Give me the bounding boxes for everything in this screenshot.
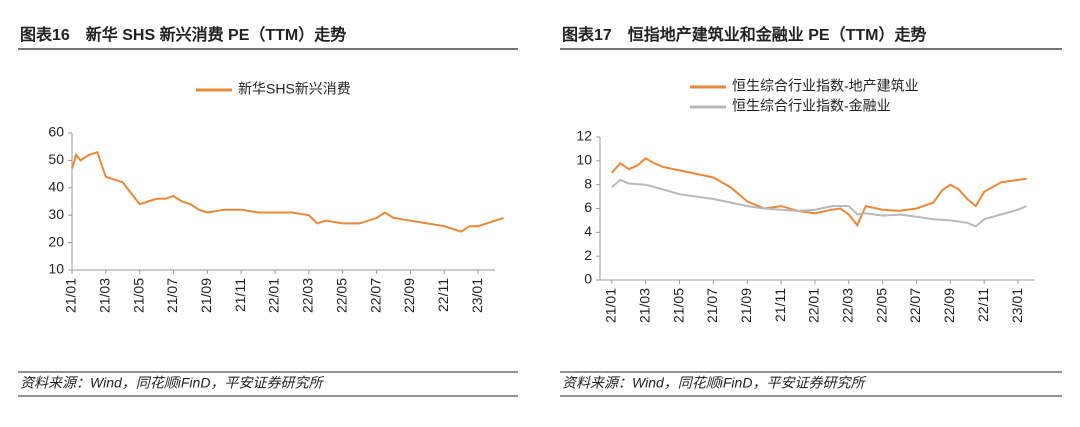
x-tick-label: 23/01 (1009, 288, 1025, 323)
x-tick-label: 22/03 (840, 288, 856, 323)
x-tick-label: 21/03 (97, 278, 113, 313)
y-tick-label: 0 (584, 271, 592, 287)
y-tick-label: 6 (584, 199, 592, 215)
legend-label: 恒生综合行业指数-金融业 (732, 98, 891, 114)
y-tick-label: 30 (48, 206, 64, 222)
x-tick-label: 22/07 (907, 288, 923, 323)
y-tick-label: 20 (48, 233, 64, 249)
source-note: 资料来源：Wind，同花顺iFinD，平安证券研究所 (20, 375, 324, 391)
series-line (611, 157, 1027, 228)
x-tick-label: 22/11 (975, 288, 991, 322)
x-tick-label: 22/09 (401, 278, 417, 313)
x-tick-label: 22/01 (266, 278, 282, 313)
y-tick-label: 60 (48, 124, 64, 140)
x-tick-label: 22/05 (873, 288, 889, 323)
x-tick-label: 22/11 (435, 278, 451, 312)
y-tick-label: 50 (48, 151, 64, 167)
x-tick-label: 21/05 (130, 278, 146, 313)
y-tick-label: 8 (584, 175, 592, 191)
y-tick-label: 2 (584, 247, 592, 263)
series-line (71, 150, 504, 233)
chart-title: 图表17 恒指地产建筑业和金融业 PE（TTM）走势 (562, 25, 926, 44)
x-tick-label: 21/07 (164, 278, 180, 313)
x-tick-label: 21/07 (704, 288, 720, 323)
y-tick-label: 40 (48, 179, 64, 195)
source-note: 资料来源：Wind，同花顺iFinD，平安证券研究所 (562, 375, 866, 391)
x-tick-label: 21/05 (670, 288, 686, 323)
chart-title: 图表16 新华 SHS 新兴消费 PE（TTM）走势 (20, 25, 346, 44)
x-tick-label: 21/01 (603, 288, 619, 323)
x-tick-label: 21/01 (63, 278, 79, 313)
y-tick-label: 4 (584, 223, 592, 239)
x-tick-label: 23/01 (469, 278, 485, 313)
x-tick-label: 21/09 (198, 278, 214, 313)
legend-label: 新华SHS新兴消费 (238, 81, 351, 97)
y-tick-label: 12 (576, 128, 592, 144)
x-tick-label: 22/03 (300, 278, 316, 313)
x-tick-label: 21/03 (636, 288, 652, 323)
legend-label: 恒生综合行业指数-地产建筑业 (732, 78, 919, 94)
x-tick-label: 22/09 (941, 288, 957, 323)
x-tick-label: 22/07 (367, 278, 383, 313)
x-tick-label: 21/09 (738, 288, 754, 323)
x-tick-label: 22/05 (333, 278, 349, 313)
y-tick-label: 10 (48, 261, 64, 277)
x-tick-label: 22/01 (806, 288, 822, 323)
x-tick-label: 21/11 (232, 278, 248, 312)
series-line (611, 178, 1027, 228)
x-tick-label: 21/11 (772, 288, 788, 322)
y-tick-label: 10 (576, 152, 592, 168)
